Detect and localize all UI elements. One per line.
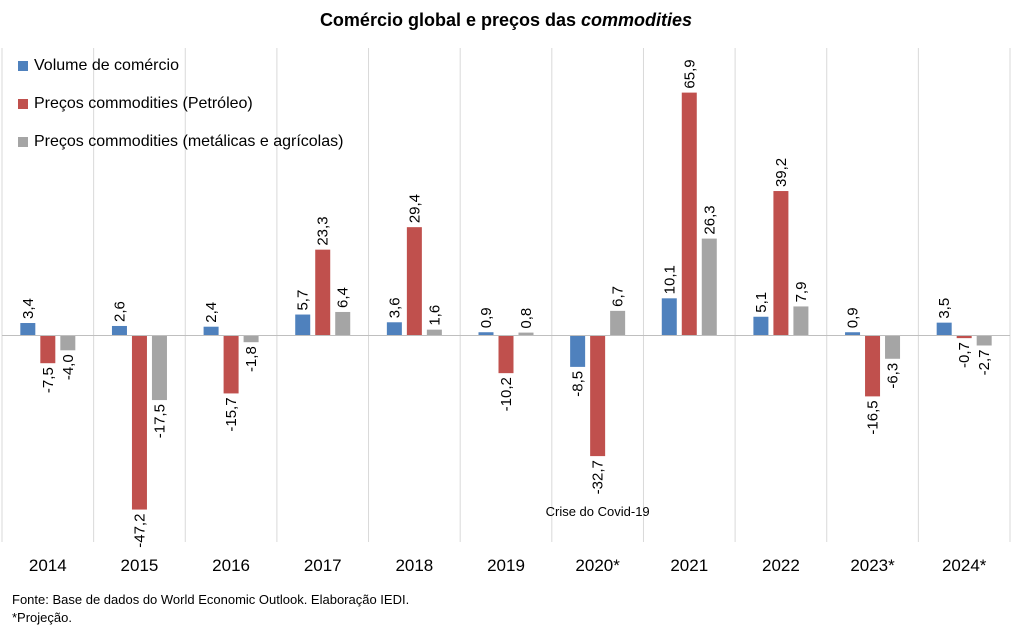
bar-s2-2014 <box>60 335 76 351</box>
data-label: 0,9 <box>478 307 495 328</box>
bar-s0-2019 <box>478 332 494 336</box>
bar-s1-2017 <box>315 249 331 336</box>
bar-s0-2020 <box>570 335 586 367</box>
bar-s1-2023 <box>865 335 881 397</box>
chart-title-main: Comércio global e preços das <box>319 10 577 30</box>
bar-s1-2024 <box>956 335 972 339</box>
data-label: -16,5 <box>865 400 882 434</box>
x-tick-label: 2015 <box>121 556 159 575</box>
legend-swatch-trade-volume <box>18 61 28 71</box>
bar-s0-2023 <box>845 332 861 336</box>
data-label: -15,7 <box>223 397 240 431</box>
data-label: -0,7 <box>956 342 973 368</box>
x-tick-label: 2023* <box>850 556 895 575</box>
x-tick-label: 2020* <box>575 556 620 575</box>
bar-s0-2022 <box>753 316 769 336</box>
bar-s0-2018 <box>386 322 402 336</box>
chart-title: Comércio global e preços das commodities <box>0 10 1012 31</box>
x-tick-label: 2024* <box>942 556 987 575</box>
bar-s2-2024 <box>976 335 992 346</box>
bar-s2-2015 <box>151 335 167 401</box>
bar-s2-2021 <box>701 238 717 336</box>
bar-s2-2018 <box>426 329 442 336</box>
x-tick-label: 2019 <box>487 556 525 575</box>
data-label: 0,9 <box>845 307 862 328</box>
chart-title-emphasis: commodities <box>581 10 693 30</box>
bar-s1-2016 <box>223 335 239 394</box>
data-label: 26,3 <box>701 205 718 234</box>
bar-s1-2019 <box>498 335 514 374</box>
data-label: -32,7 <box>590 460 607 494</box>
data-label: -10,2 <box>498 377 515 411</box>
bar-s2-2019 <box>518 332 534 336</box>
data-label: 3,4 <box>20 298 37 319</box>
footer-note: *Projeção. <box>12 610 72 625</box>
data-label: 2,4 <box>203 302 220 323</box>
data-label: -2,7 <box>976 350 993 376</box>
bar-s2-2017 <box>335 311 351 336</box>
legend-swatch-oil-prices <box>18 99 28 109</box>
data-label: 0,8 <box>518 308 535 329</box>
data-label: 6,4 <box>335 287 352 308</box>
legend-label-trade-volume: Volume de comércio <box>34 57 179 74</box>
data-label: 5,7 <box>295 290 312 311</box>
data-label: 39,2 <box>773 158 790 187</box>
bar-s0-2015 <box>111 325 127 336</box>
footer-source: Fonte: Base de dados do World Economic O… <box>12 592 410 607</box>
data-label: 65,9 <box>681 59 698 88</box>
x-tick-label: 2018 <box>395 556 433 575</box>
bar-s1-2022 <box>773 191 789 336</box>
bar-s0-2024 <box>936 322 952 336</box>
data-label: 1,6 <box>426 305 443 326</box>
data-label: 29,4 <box>406 194 423 223</box>
x-tick-label: 2022 <box>762 556 800 575</box>
bar-s1-2021 <box>681 92 697 336</box>
data-label: 6,7 <box>610 286 627 307</box>
bar-s1-2020 <box>590 335 606 457</box>
data-label: -1,8 <box>243 346 260 372</box>
bar-s2-2023 <box>885 335 901 359</box>
data-label: -8,5 <box>570 371 587 397</box>
data-label: 3,6 <box>386 297 403 318</box>
data-label: 23,3 <box>315 216 332 245</box>
bar-s0-2017 <box>295 314 311 336</box>
bar-s2-2022 <box>793 306 809 336</box>
bar-s0-2016 <box>203 326 219 336</box>
legend-label-metal-agri-prices: Preços commodities (metálicas e agrícola… <box>34 133 344 150</box>
bar-s1-2018 <box>406 227 422 336</box>
legend-label-oil-prices: Preços commodities (Petróleo) <box>34 95 253 112</box>
x-tick-label: 2016 <box>212 556 250 575</box>
data-label: 2,6 <box>111 301 128 322</box>
x-tick-label: 2021 <box>670 556 708 575</box>
data-label: -47,2 <box>131 514 148 548</box>
data-label: 3,5 <box>936 298 953 319</box>
data-label: -4,0 <box>60 354 77 380</box>
legend-swatch-metal-agri-prices <box>18 137 28 147</box>
data-label: -17,5 <box>151 404 168 438</box>
x-tick-label: 2014 <box>29 556 67 575</box>
bar-s2-2016 <box>243 335 259 343</box>
data-label: -7,5 <box>40 367 57 393</box>
annotation-covid-crisis: Crise do Covid-19 <box>546 504 650 519</box>
data-label: 5,1 <box>753 292 770 313</box>
bar-s0-2021 <box>661 298 677 336</box>
bar-s1-2015 <box>131 335 147 510</box>
x-tick-label: 2017 <box>304 556 342 575</box>
data-label: -6,3 <box>885 363 902 389</box>
bar-s2-2020 <box>610 310 626 336</box>
bar-s1-2014 <box>40 335 56 364</box>
data-label: 10,1 <box>661 265 678 294</box>
data-label: 7,9 <box>793 282 810 303</box>
bar-s0-2014 <box>20 323 36 336</box>
